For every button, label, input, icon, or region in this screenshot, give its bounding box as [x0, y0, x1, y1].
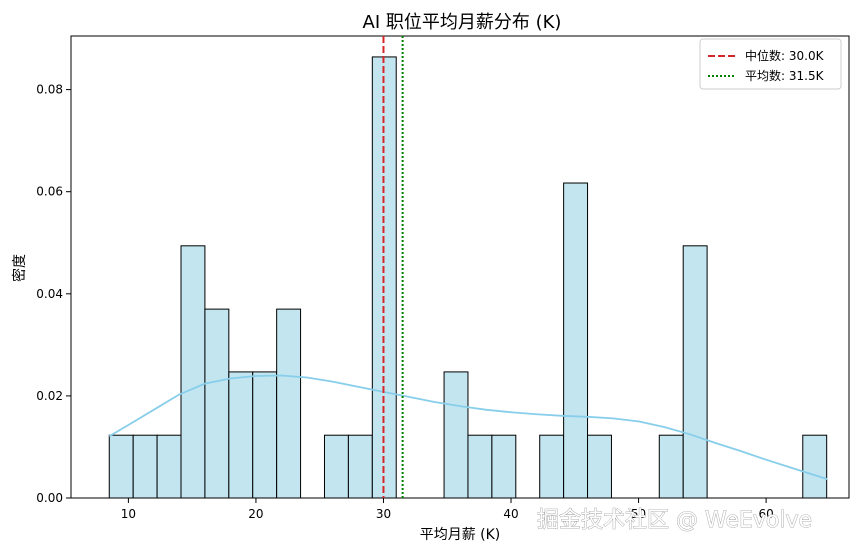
- histogram-bars: [108, 56, 828, 499]
- x-tick-label: 40: [503, 507, 518, 521]
- y-tick-label: 0.08: [36, 83, 63, 97]
- reference-lines: [382, 36, 404, 498]
- kde-curve-layer: [108, 374, 828, 480]
- y-axis-label: 密度: [11, 254, 28, 282]
- watermark-text: 掘金技术社区 @ WeEvolve: [537, 508, 812, 533]
- x-axis-label: 平均月薪 (K): [420, 527, 501, 543]
- y-tick-label: 0.06: [36, 185, 63, 199]
- histogram-bar: [682, 245, 708, 499]
- histogram-bar: [587, 434, 612, 499]
- x-axis-ticks: 10 20 30 40 50 60: [121, 498, 774, 521]
- histogram-bar: [658, 434, 684, 499]
- y-tick-label: 0.00: [36, 491, 63, 505]
- histogram-bar: [132, 434, 158, 499]
- legend: 中位数: 30.0K 平均数: 31.5K: [699, 38, 842, 90]
- histogram-bar: [323, 434, 349, 499]
- histogram-bar: [347, 434, 373, 499]
- histogram-bar: [156, 434, 182, 499]
- histogram-bar: [467, 434, 493, 499]
- y-tick-label: 0.02: [36, 389, 63, 403]
- y-tick-label: 0.04: [36, 287, 63, 301]
- histogram-bar: [108, 434, 134, 499]
- histogram-bar: [180, 245, 206, 499]
- chart-title: AI 职位平均月薪分布 (K): [363, 12, 562, 33]
- legend-box: [699, 38, 842, 90]
- histogram-bar: [228, 371, 254, 499]
- x-tick-label: 20: [248, 507, 263, 521]
- histogram-bar: [563, 182, 589, 499]
- x-tick-label: 60: [758, 507, 773, 521]
- histogram-bar: [252, 371, 278, 499]
- histogram-bar: [802, 434, 828, 499]
- histogram-bar: [539, 434, 565, 499]
- histogram-bar: [443, 371, 469, 499]
- histogram-bar: [204, 308, 230, 499]
- histogram-bar: [276, 308, 302, 499]
- legend-mean-label: 平均数: 31.5K: [745, 68, 825, 83]
- x-tick-label: 50: [631, 507, 646, 521]
- kde-curve: [108, 374, 828, 480]
- histogram-bar: [491, 434, 517, 499]
- x-tick-label: 30: [376, 507, 391, 521]
- legend-median-label: 中位数: 30.0K: [745, 48, 825, 63]
- y-axis-ticks: 0.00 0.02 0.04 0.06 0.08: [36, 83, 71, 505]
- x-tick-label: 10: [121, 507, 136, 521]
